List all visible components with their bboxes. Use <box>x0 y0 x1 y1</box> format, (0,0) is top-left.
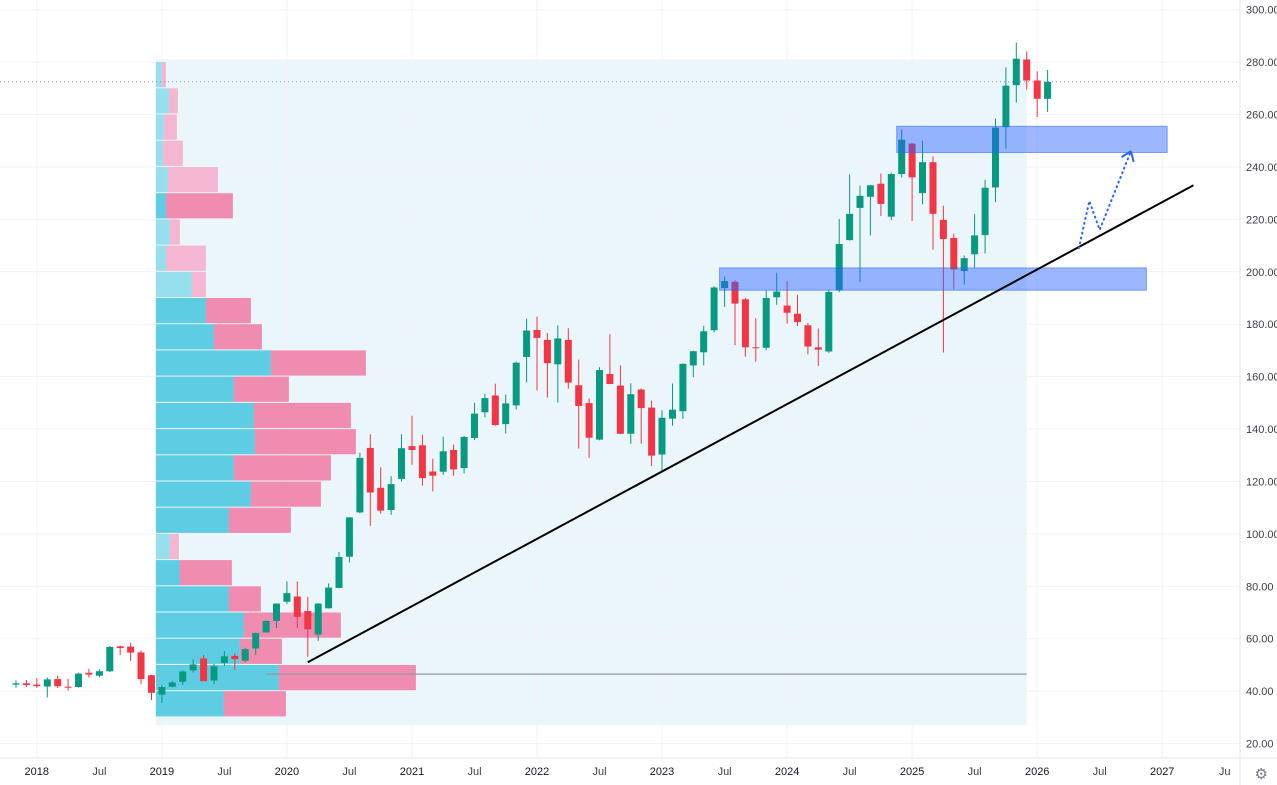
time-axis-background <box>0 758 1277 785</box>
svg-text:Ju: Ju <box>1219 766 1231 778</box>
candlestick-series <box>12 42 1052 703</box>
svg-text:180.00: 180.00 <box>1246 319 1277 331</box>
svg-text:Jul: Jul <box>92 766 106 778</box>
svg-text:300.00: 300.00 <box>1246 5 1277 17</box>
svg-text:Jul: Jul <box>592 766 606 778</box>
svg-text:220.00: 220.00 <box>1246 214 1277 226</box>
svg-text:2018: 2018 <box>25 766 49 778</box>
svg-text:240.00: 240.00 <box>1246 162 1277 174</box>
resistance-zone-250[interactable] <box>896 125 1168 154</box>
svg-text:140.00: 140.00 <box>1246 424 1277 436</box>
svg-text:200.00: 200.00 <box>1246 267 1277 279</box>
svg-text:Jul: Jul <box>342 766 356 778</box>
time-axis[interactable]: 2018 Jul 2019 Jul 2020 Jul 2021 Jul 2022 Jul 2023 J… <box>25 766 1231 778</box>
svg-text:60.00: 60.00 <box>1246 634 1274 646</box>
svg-text:Jul: Jul <box>968 766 982 778</box>
volume-profile <box>155 62 416 717</box>
svg-text:40.00: 40.00 <box>1246 686 1274 698</box>
projection-arrow[interactable] <box>1077 150 1135 250</box>
svg-text:Jul: Jul <box>718 766 732 778</box>
trendline[interactable] <box>307 184 1194 664</box>
price-axis[interactable]: 300.00 280.00 260.00 240.00 220.00 200.00 180.… <box>1246 5 1277 751</box>
svg-text:20.00: 20.00 <box>1246 739 1274 751</box>
settings-gear-icon[interactable]: ⚙ <box>1254 766 1268 783</box>
svg-text:Jul: Jul <box>1093 766 1107 778</box>
svg-text:Jul: Jul <box>843 766 857 778</box>
svg-text:120.00: 120.00 <box>1246 477 1277 489</box>
svg-text:2020: 2020 <box>275 766 299 778</box>
svg-text:100.00: 100.00 <box>1246 529 1277 541</box>
support-zone-200[interactable] <box>719 267 1147 291</box>
svg-text:2022: 2022 <box>525 766 549 778</box>
svg-text:160.00: 160.00 <box>1246 372 1277 384</box>
svg-text:2027: 2027 <box>1150 766 1174 778</box>
svg-text:Jul: Jul <box>217 766 231 778</box>
svg-text:280.00: 280.00 <box>1246 57 1277 69</box>
svg-text:260.00: 260.00 <box>1246 110 1277 122</box>
svg-text:2026: 2026 <box>1025 766 1049 778</box>
svg-text:2025: 2025 <box>900 766 924 778</box>
svg-text:Jul: Jul <box>467 766 481 778</box>
svg-text:2023: 2023 <box>650 766 674 778</box>
svg-text:2019: 2019 <box>150 766 174 778</box>
svg-text:80.00: 80.00 <box>1246 581 1274 593</box>
svg-text:2021: 2021 <box>400 766 424 778</box>
svg-text:2024: 2024 <box>775 766 799 778</box>
price-axis-background <box>1240 0 1277 785</box>
